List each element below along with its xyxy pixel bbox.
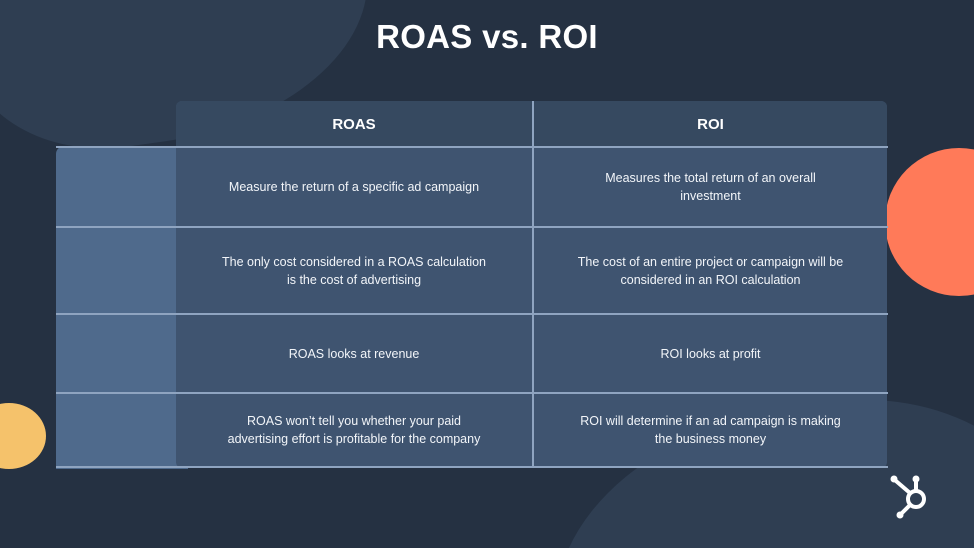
row-divider bbox=[56, 226, 888, 228]
slide-title: ROAS vs. ROI bbox=[376, 18, 598, 55]
column-divider bbox=[532, 101, 534, 468]
row-label-column bbox=[56, 146, 188, 469]
row-divider bbox=[56, 146, 888, 148]
row-divider bbox=[56, 313, 888, 315]
cell-roi-row-4: ROI will determine if an ad campaign is … bbox=[580, 414, 841, 446]
table-header-row bbox=[176, 101, 887, 147]
cell-roas-row-1: Measure the return of a specific ad camp… bbox=[228, 180, 480, 194]
cell-roas-row-4: ROAS won’t tell you whether your paid ad… bbox=[227, 414, 481, 446]
header-roi: ROI bbox=[697, 115, 724, 133]
hubspot-sprocket-icon bbox=[890, 475, 926, 519]
cell-roi-row-2: The cost of an entire project or campaig… bbox=[577, 254, 844, 287]
decorative-circle-yellow bbox=[0, 403, 46, 469]
table-panel bbox=[176, 101, 887, 468]
cell-roas-row-3: ROAS looks at revenue bbox=[288, 346, 420, 361]
cell-roas-row-2: The only cost considered in a ROAS calcu… bbox=[221, 254, 487, 287]
cell-roi-row-1: Measures the total return of an overall … bbox=[605, 171, 816, 203]
row-divider bbox=[56, 466, 888, 468]
row-divider bbox=[56, 392, 888, 394]
header-roas: ROAS bbox=[332, 115, 376, 133]
cell-roi-row-3: ROI looks at profit bbox=[660, 346, 761, 361]
decorative-circle-orange bbox=[885, 148, 974, 296]
